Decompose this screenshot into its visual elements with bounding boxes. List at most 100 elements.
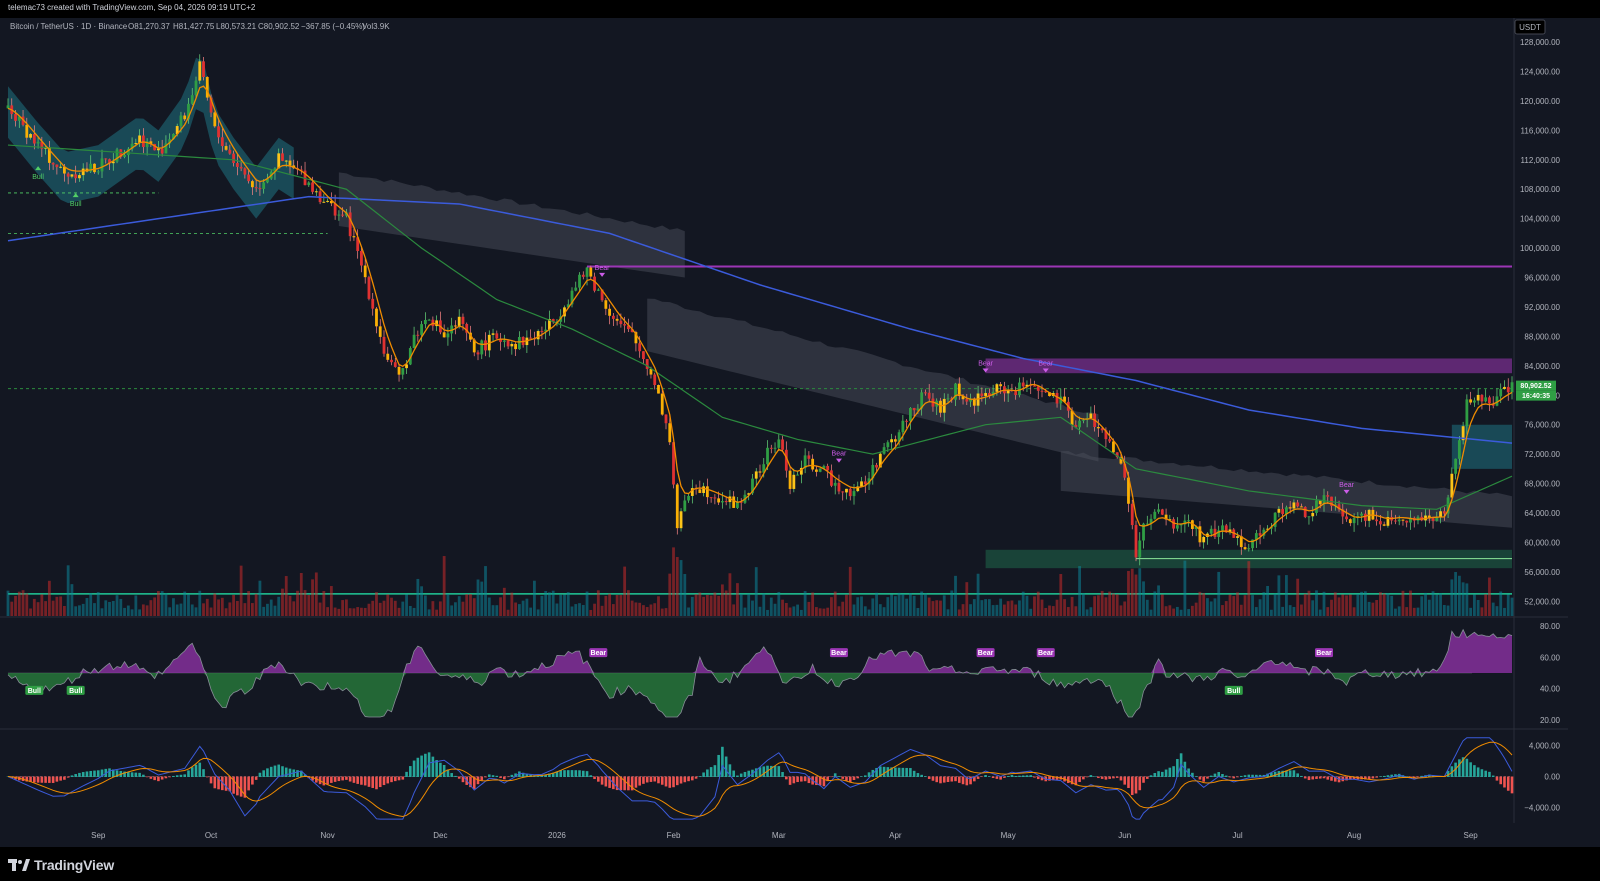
volume-bar <box>1033 596 1036 616</box>
volume-bar <box>78 605 81 616</box>
macd-histogram-bar <box>1187 768 1190 777</box>
candle-body <box>566 304 570 308</box>
volume-bar <box>871 598 875 616</box>
candle-body <box>1318 500 1322 505</box>
macd-histogram-bar <box>1394 774 1397 777</box>
macd-histogram-bar <box>224 776 228 791</box>
candle-body <box>326 200 329 202</box>
macd-histogram-bar <box>1375 776 1378 778</box>
macd-histogram-bar <box>781 771 784 777</box>
volume-bar <box>1164 606 1168 616</box>
volume-bar <box>416 578 420 616</box>
volume-bar <box>1228 594 1232 616</box>
volume-bar <box>743 607 747 616</box>
volume-bar <box>593 603 596 616</box>
volume-bar <box>784 602 788 616</box>
candle-body <box>1209 528 1213 534</box>
candle-body <box>1435 517 1439 521</box>
volume-bar <box>811 592 815 616</box>
chart-background <box>0 18 1600 847</box>
candle-body <box>856 486 860 492</box>
candle-body <box>608 308 611 316</box>
candle-body <box>164 143 168 154</box>
candle-body <box>502 340 506 342</box>
ohlc-volume: Vol3.9K <box>362 22 390 31</box>
macd-histogram-bar <box>420 755 423 777</box>
candle-body <box>1063 396 1066 402</box>
chart-area[interactable]: Bitcoin / TetherUS · 1D · Binance O81,270… <box>0 18 1600 847</box>
macd-histogram-bar <box>1300 775 1303 777</box>
bear-signal-marker <box>982 368 989 373</box>
candle-body <box>123 155 126 157</box>
candle-body <box>841 491 845 493</box>
candle-body <box>563 307 566 317</box>
volume-bar <box>747 593 751 616</box>
volume-bar <box>44 601 47 616</box>
candle-body <box>649 368 653 375</box>
macd-histogram-bar <box>518 771 521 777</box>
candle-body <box>1014 391 1018 396</box>
candle-body <box>1363 513 1367 521</box>
volume-bar <box>642 605 645 616</box>
candle-body <box>830 470 833 486</box>
candle-body <box>653 374 657 386</box>
macd-histogram-bar <box>615 776 619 791</box>
volume-bar <box>841 601 845 616</box>
macd-histogram-bar <box>194 764 198 777</box>
candle-body <box>205 76 209 98</box>
macd-histogram-bar <box>74 774 77 777</box>
volume-bar <box>126 605 130 616</box>
volume-bar <box>1044 607 1048 616</box>
macd-histogram-bar <box>266 768 269 777</box>
macd-histogram-bar <box>717 754 720 777</box>
time-tick-label: 2026 <box>548 831 566 840</box>
candle-body <box>104 158 108 160</box>
bear-signal-label: Bear <box>978 361 993 368</box>
candle-body <box>194 80 198 96</box>
volume-bar <box>1036 591 1040 616</box>
macd-histogram-bar <box>405 771 408 777</box>
candle-body <box>1311 512 1315 517</box>
candle-body <box>1431 518 1435 521</box>
volume-bar <box>115 595 119 616</box>
volume-bar <box>585 591 589 616</box>
volume-bar <box>491 605 495 616</box>
candle-body <box>585 267 589 277</box>
volume-bar <box>382 600 386 616</box>
macd-histogram-bar <box>976 776 980 779</box>
macd-histogram-bar <box>254 776 258 780</box>
volume-bar <box>1326 607 1330 616</box>
volume-bar <box>254 593 258 616</box>
tradingview-logo[interactable]: TradingView <box>8 857 114 873</box>
candle-body <box>593 276 596 291</box>
candle-body <box>1040 390 1044 392</box>
candle-body <box>1142 523 1145 541</box>
macd-histogram-bar <box>1115 776 1119 778</box>
volume-bar <box>600 605 604 616</box>
rsi-bear-label: Bear <box>1316 650 1332 657</box>
macd-histogram-bar <box>905 767 908 777</box>
macd-histogram-bar <box>604 776 608 787</box>
volume-bar <box>995 604 999 616</box>
macd-histogram-bar <box>1010 774 1014 777</box>
volume-bar <box>59 596 63 616</box>
candle-body <box>645 359 649 369</box>
currency-button[interactable] <box>1514 19 1546 35</box>
macd-histogram-bar <box>833 773 837 777</box>
macd-histogram-bar <box>1040 776 1044 781</box>
volume-bar <box>634 602 638 616</box>
candle-body <box>1179 524 1183 526</box>
macd-histogram-bar <box>115 770 119 777</box>
currency-button-label: USDT <box>1519 23 1541 32</box>
macd-histogram-bar <box>409 766 412 777</box>
volume-bar <box>796 604 799 616</box>
macd-histogram-bar <box>807 776 811 784</box>
macd-histogram-bar <box>446 769 450 777</box>
candle-body <box>1375 519 1379 522</box>
macd-histogram-bar <box>957 776 961 783</box>
candle-body <box>40 141 44 149</box>
candle-body <box>965 399 969 402</box>
ohlc-high: H81,427.75 <box>173 22 215 31</box>
volume-bar <box>284 576 288 616</box>
volume-bar <box>852 604 856 616</box>
